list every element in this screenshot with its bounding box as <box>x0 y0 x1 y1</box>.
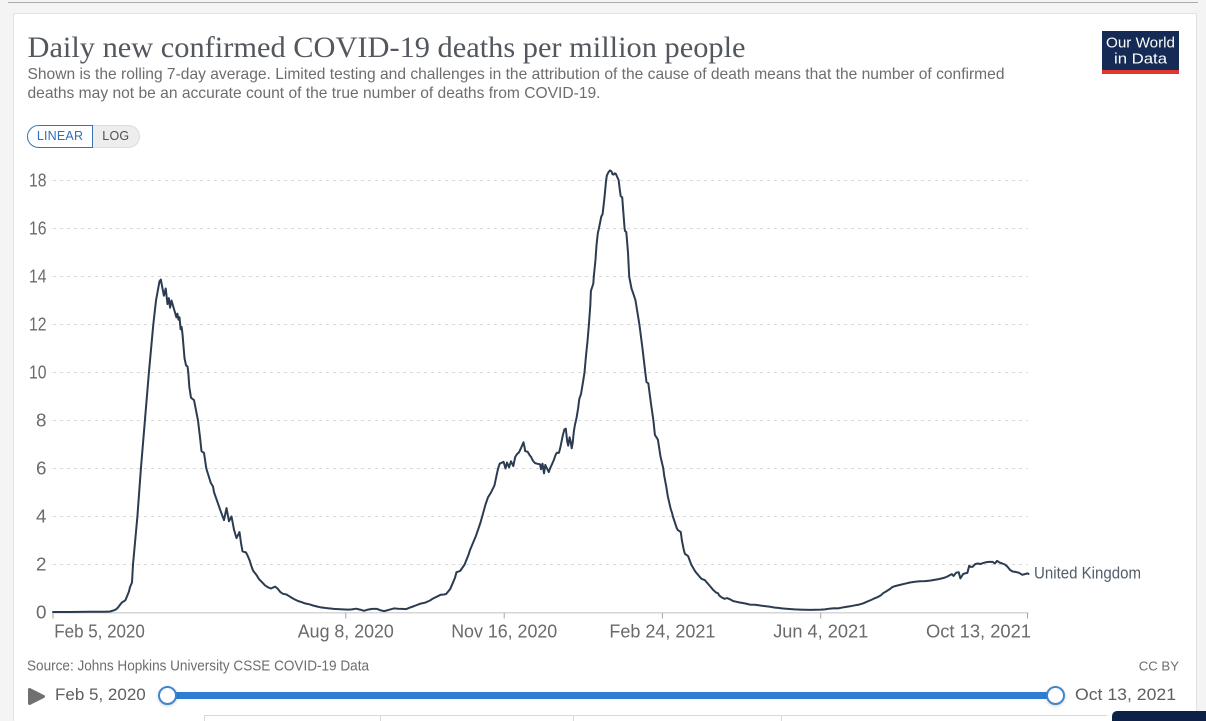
svg-text:CC BY: CC BY <box>1139 659 1180 674</box>
svg-text:Our World: Our World <box>1106 35 1175 52</box>
svg-text:6: 6 <box>36 458 46 479</box>
svg-text:16: 16 <box>29 218 47 239</box>
svg-text:Oct 13, 2021: Oct 13, 2021 <box>926 621 1031 642</box>
svg-text:Aug 8, 2020: Aug 8, 2020 <box>298 621 394 642</box>
svg-text:Jun 4, 2021: Jun 4, 2021 <box>773 621 868 642</box>
svg-text:10: 10 <box>29 362 47 383</box>
svg-text:4: 4 <box>36 506 46 527</box>
svg-text:0: 0 <box>36 602 46 623</box>
svg-text:14: 14 <box>29 266 47 287</box>
svg-text:18: 18 <box>29 170 47 191</box>
svg-text:Feb 5, 2020: Feb 5, 2020 <box>55 685 146 704</box>
svg-text:United Kingdom: United Kingdom <box>1034 565 1141 583</box>
svg-text:Nov 16, 2020: Nov 16, 2020 <box>451 621 557 642</box>
svg-text:Shown is the rolling 7-day ave: Shown is the rolling 7-day average. Limi… <box>28 66 1005 83</box>
svg-text:in Data: in Data <box>1114 51 1168 68</box>
svg-text:Source: Johns Hopkins Universi: Source: Johns Hopkins University CSSE CO… <box>27 658 370 675</box>
svg-text:deaths may not be an accurate: deaths may not be an accurate count of t… <box>28 85 601 102</box>
svg-text:Feb 24, 2021: Feb 24, 2021 <box>609 621 715 642</box>
svg-text:2: 2 <box>36 554 46 575</box>
svg-text:Oct 13, 2021: Oct 13, 2021 <box>1075 685 1176 704</box>
svg-text:Daily new confirmed COVID-19 d: Daily new confirmed COVID-19 deaths per … <box>28 31 746 64</box>
svg-text:Feb 5, 2020: Feb 5, 2020 <box>54 621 145 642</box>
svg-text:8: 8 <box>36 410 46 431</box>
svg-text:12: 12 <box>29 314 47 335</box>
